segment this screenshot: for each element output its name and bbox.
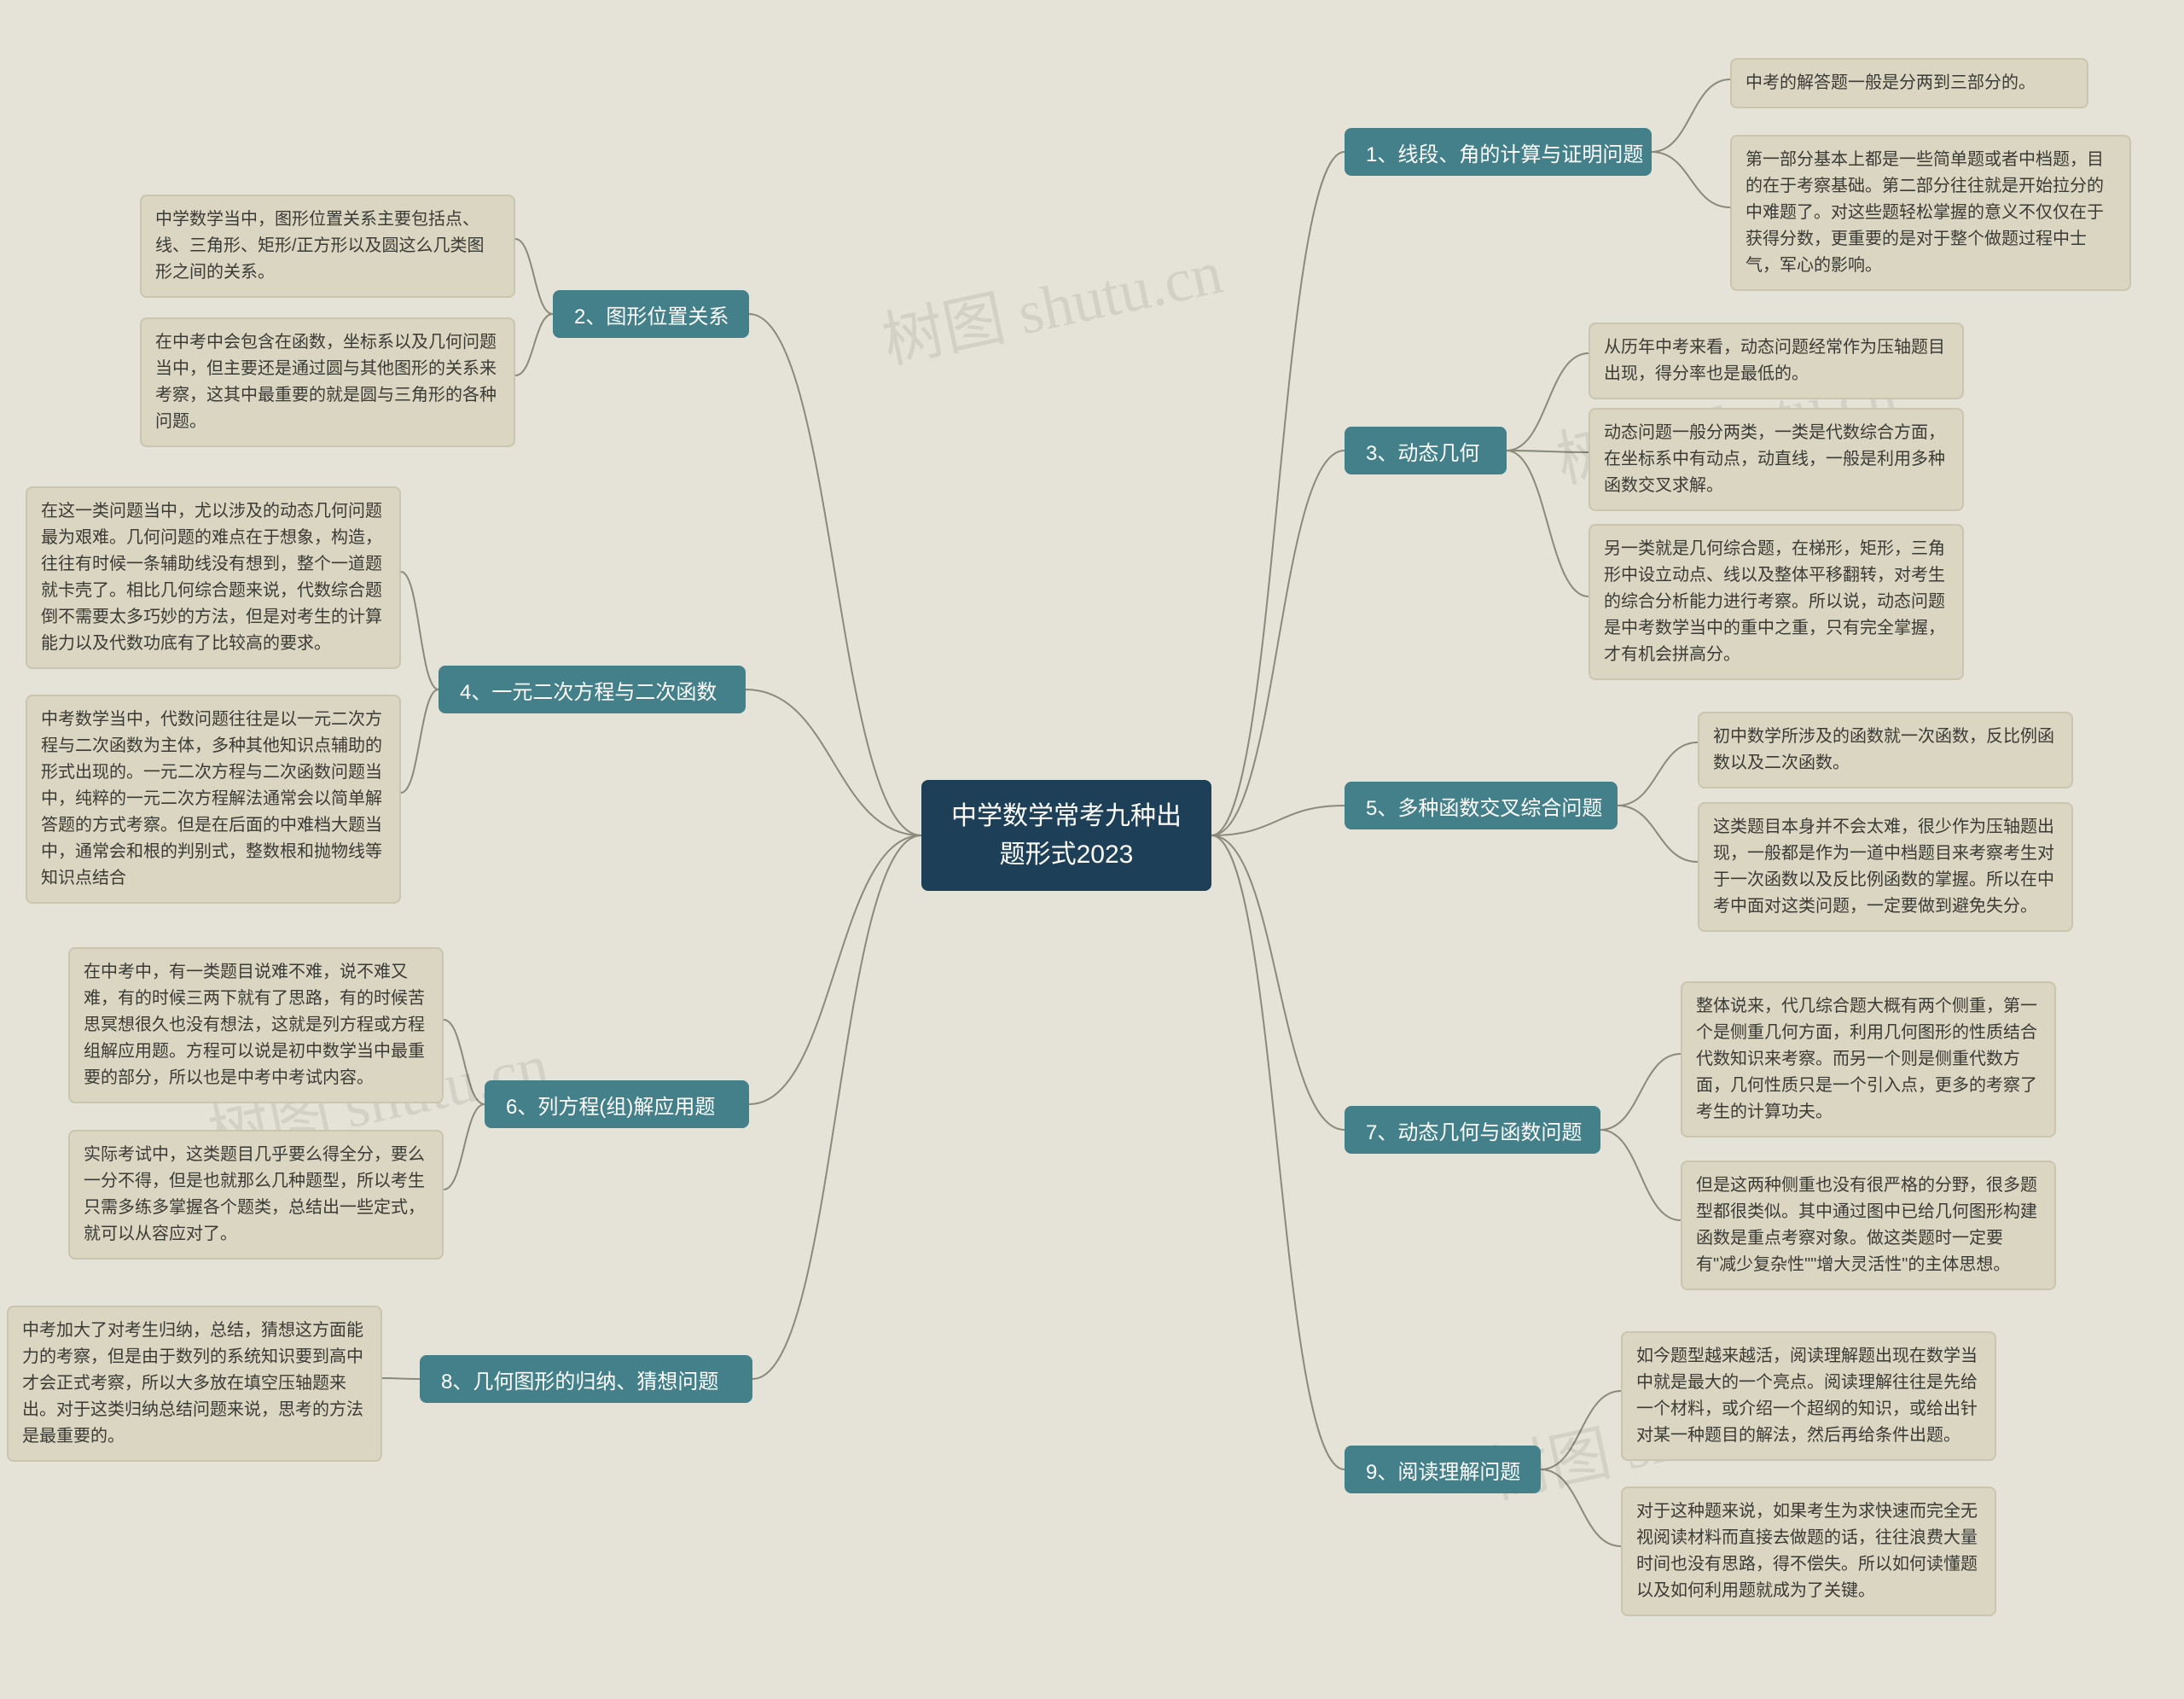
center-node[interactable]: 中学数学常考九种出题形式2023: [921, 780, 1211, 891]
branch-node-b9[interactable]: 9、阅读理解问题: [1345, 1446, 1541, 1493]
leaf-node-b3l3[interactable]: 另一类就是几何综合题，在梯形，矩形，三角形中设立动点、线以及整体平移翻转，对考生…: [1589, 524, 1964, 680]
branch-node-b7[interactable]: 7、动态几何与函数问题: [1345, 1106, 1600, 1154]
branch-node-b2[interactable]: 2、图形位置关系: [553, 290, 749, 338]
leaf-node-b6l1[interactable]: 在中考中，有一类题目说难不难，说不难又难，有的时候三两下就有了思路，有的时候苦思…: [68, 947, 444, 1103]
watermark: 树图 shutu.cn: [873, 221, 1228, 381]
branch-node-b6[interactable]: 6、列方程(组)解应用题: [485, 1080, 749, 1128]
leaf-node-b7l2[interactable]: 但是这两种侧重也没有很严格的分野，很多题型都很类似。其中通过图中已给几何图形构建…: [1681, 1161, 2056, 1290]
branch-node-b1[interactable]: 1、线段、角的计算与证明问题: [1345, 128, 1652, 176]
leaf-node-b9l1[interactable]: 如今题型越来越活，阅读理解题出现在数学当中就是最大的一个亮点。阅读理解往往是先给…: [1621, 1331, 1996, 1461]
branch-node-b4[interactable]: 4、一元二次方程与二次函数: [439, 666, 746, 713]
branch-node-b5[interactable]: 5、多种函数交叉综合问题: [1345, 782, 1618, 829]
leaf-node-b7l1[interactable]: 整体说来，代几综合题大概有两个侧重，第一个是侧重几何方面，利用几何图形的性质结合…: [1681, 981, 2056, 1138]
leaf-node-b6l2[interactable]: 实际考试中，这类题目几乎要么得全分，要么一分不得，但是也就那么几种题型，所以考生…: [68, 1130, 444, 1260]
leaf-node-b1l1[interactable]: 中考的解答题一般是分两到三部分的。: [1730, 58, 2088, 108]
leaf-node-b3l1[interactable]: 从历年中考来看，动态问题经常作为压轴题目出现，得分率也是最低的。: [1589, 323, 1964, 399]
leaf-node-b2l2[interactable]: 在中考中会包含在函数，坐标系以及几何问题当中，但主要还是通过圆与其他图形的关系来…: [140, 317, 515, 447]
leaf-node-b9l2[interactable]: 对于这种题来说，如果考生为求快速而完全无视阅读材料而直接去做题的话，往往浪费大量…: [1621, 1487, 1996, 1616]
leaf-node-b4l1[interactable]: 在这一类问题当中，尤以涉及的动态几何问题最为艰难。几何问题的难点在于想象，构造，…: [26, 486, 401, 669]
leaf-node-b4l2[interactable]: 中考数学当中，代数问题往往是以一元二次方程与二次函数为主体，多种其他知识点辅助的…: [26, 695, 401, 904]
leaf-node-b5l1[interactable]: 初中数学所涉及的函数就一次函数，反比例函数以及二次函数。: [1698, 712, 2073, 788]
leaf-node-b2l1[interactable]: 中学数学当中，图形位置关系主要包括点、线、三角形、矩形/正方形以及圆这么几类图形…: [140, 195, 515, 298]
branch-node-b8[interactable]: 8、几何图形的归纳、猜想问题: [420, 1355, 752, 1403]
leaf-node-b3l2[interactable]: 动态问题一般分两类，一类是代数综合方面，在坐标系中有动点，动直线，一般是利用多种…: [1589, 408, 1964, 511]
branch-node-b3[interactable]: 3、动态几何: [1345, 427, 1507, 474]
leaf-node-b8l1[interactable]: 中考加大了对考生归纳，总结，猜想这方面能力的考察，但是由于数列的系统知识要到高中…: [7, 1306, 382, 1462]
leaf-node-b5l2[interactable]: 这类题目本身并不会太难，很少作为压轴题出现，一般都是作为一道中档题目来考察考生对…: [1698, 802, 2073, 932]
leaf-node-b1l2[interactable]: 第一部分基本上都是一些简单题或者中档题，目的在于考察基础。第二部分往往就是开始拉…: [1730, 135, 2131, 291]
